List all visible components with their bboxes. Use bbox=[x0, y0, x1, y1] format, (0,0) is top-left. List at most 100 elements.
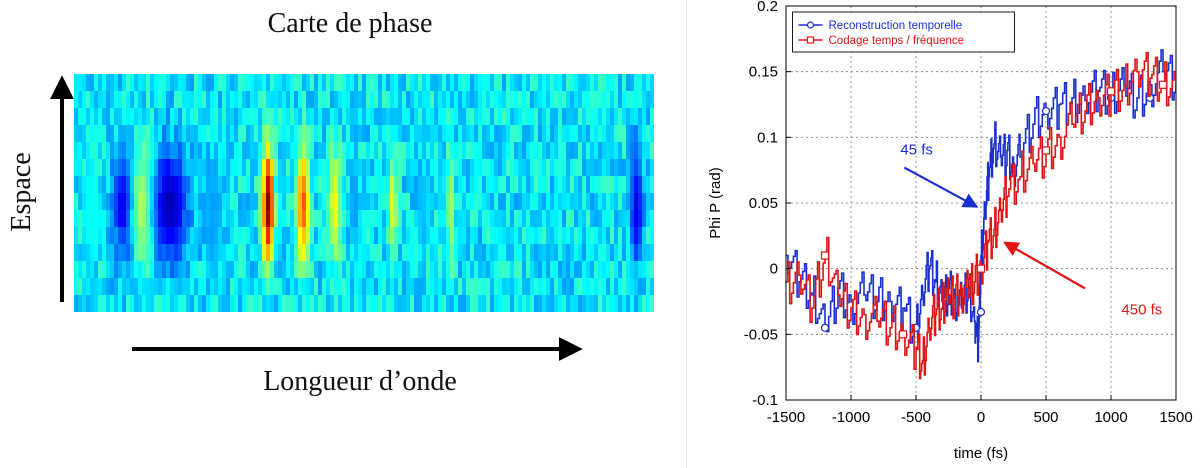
heatmap-cell bbox=[170, 210, 175, 228]
heatmap-cell bbox=[502, 142, 507, 160]
heatmap-cell bbox=[354, 125, 359, 143]
heatmap-cell bbox=[90, 125, 95, 143]
heatmap-cell bbox=[506, 227, 511, 245]
heatmap-cell bbox=[426, 227, 431, 245]
heatmap-cell bbox=[566, 108, 571, 126]
heatmap-cell bbox=[626, 227, 631, 245]
heatmap-cell bbox=[90, 295, 95, 312]
heatmap-cell bbox=[426, 210, 431, 228]
heatmap-cell bbox=[454, 125, 459, 143]
heatmap-cell bbox=[98, 278, 103, 296]
heatmap-cell bbox=[266, 176, 271, 194]
heatmap-cell bbox=[394, 261, 399, 279]
heatmap-cell bbox=[194, 244, 199, 262]
heatmap-cell bbox=[390, 108, 395, 126]
heatmap-cell bbox=[566, 278, 571, 296]
heatmap-cell bbox=[498, 227, 503, 245]
heatmap-cell bbox=[546, 159, 551, 177]
heatmap-cell bbox=[94, 227, 99, 245]
heatmap-cell bbox=[498, 91, 503, 109]
heatmap-cell bbox=[218, 142, 223, 160]
heatmap-cell bbox=[370, 227, 375, 245]
y-tick-label: 0.1 bbox=[757, 129, 778, 146]
heatmap-cell bbox=[130, 210, 135, 228]
heatmap-cell bbox=[514, 278, 519, 296]
heatmap-cell bbox=[362, 261, 367, 279]
heatmap-cell bbox=[306, 261, 311, 279]
heatmap-cell bbox=[618, 261, 623, 279]
heatmap-cell bbox=[642, 108, 647, 126]
heatmap-cell bbox=[90, 210, 95, 228]
heatmap-cell bbox=[426, 108, 431, 126]
heatmap-cell bbox=[110, 108, 115, 126]
heatmap-cell bbox=[358, 91, 363, 109]
heatmap-cell bbox=[482, 193, 487, 211]
heatmap-cell bbox=[350, 244, 355, 262]
heatmap-cell bbox=[246, 108, 251, 126]
heatmap-cell bbox=[606, 108, 611, 126]
heatmap-cell bbox=[258, 244, 263, 262]
heatmap-cell bbox=[342, 142, 347, 160]
heatmap-cell bbox=[78, 108, 83, 126]
heatmap-cell bbox=[126, 176, 131, 194]
heatmap-cell bbox=[474, 125, 479, 143]
heatmap-cell bbox=[290, 244, 295, 262]
heatmap-cell bbox=[78, 159, 83, 177]
heatmap-cell bbox=[242, 108, 247, 126]
heatmap-cell bbox=[598, 142, 603, 160]
heatmap-cell bbox=[450, 91, 455, 109]
heatmap-cell bbox=[594, 278, 599, 296]
heatmap-cell bbox=[418, 278, 423, 296]
heatmap-cell bbox=[494, 125, 499, 143]
heatmap-cell bbox=[162, 176, 167, 194]
heatmap-cell bbox=[286, 278, 291, 296]
heatmap-cell bbox=[586, 261, 591, 279]
heatmap-cell bbox=[506, 210, 511, 228]
heatmap-cell bbox=[538, 193, 543, 211]
heatmap-cell bbox=[598, 176, 603, 194]
heatmap-cell bbox=[290, 176, 295, 194]
heatmap-cell bbox=[322, 159, 327, 177]
heatmap-cell bbox=[366, 74, 371, 92]
heatmap-cell bbox=[450, 210, 455, 228]
heatmap-cell bbox=[254, 125, 259, 143]
heatmap-cell bbox=[198, 176, 203, 194]
heatmap-cell bbox=[390, 74, 395, 92]
heatmap-cell bbox=[510, 295, 515, 312]
heatmap-cell bbox=[210, 244, 215, 262]
heatmap-cell bbox=[270, 125, 275, 143]
heatmap-cell bbox=[150, 108, 155, 126]
heatmap-cell bbox=[102, 125, 107, 143]
heatmap-cell bbox=[238, 193, 243, 211]
heatmap-cell bbox=[558, 193, 563, 211]
heatmap-cell bbox=[282, 261, 287, 279]
heatmap-cell bbox=[430, 125, 435, 143]
heatmap-cell bbox=[226, 261, 231, 279]
heatmap-cell bbox=[534, 278, 539, 296]
heatmap-cell bbox=[334, 159, 339, 177]
heatmap-cell bbox=[322, 244, 327, 262]
heatmap-cell bbox=[74, 108, 79, 126]
heatmap-cell bbox=[310, 193, 315, 211]
heatmap-cell bbox=[334, 227, 339, 245]
heatmap-cell bbox=[638, 295, 643, 312]
heatmap-cell bbox=[382, 74, 387, 92]
heatmap-cell bbox=[558, 74, 563, 92]
heatmap-cell bbox=[214, 278, 219, 296]
heatmap-cell bbox=[410, 210, 415, 228]
heatmap-cell bbox=[206, 244, 211, 262]
heatmap-cell bbox=[446, 227, 451, 245]
heatmap-cell bbox=[354, 227, 359, 245]
heatmap-cell bbox=[574, 159, 579, 177]
heatmap-cell bbox=[118, 142, 123, 160]
heatmap-cell bbox=[178, 108, 183, 126]
heatmap-cell bbox=[302, 142, 307, 160]
heatmap-cell bbox=[406, 108, 411, 126]
heatmap-cell bbox=[142, 261, 147, 279]
heatmap-cell bbox=[290, 295, 295, 312]
heatmap-cell bbox=[86, 91, 91, 109]
heatmap-cell bbox=[458, 108, 463, 126]
heatmap-cell bbox=[266, 295, 271, 312]
heatmap-cell bbox=[274, 176, 279, 194]
heatmap-cell bbox=[522, 261, 527, 279]
